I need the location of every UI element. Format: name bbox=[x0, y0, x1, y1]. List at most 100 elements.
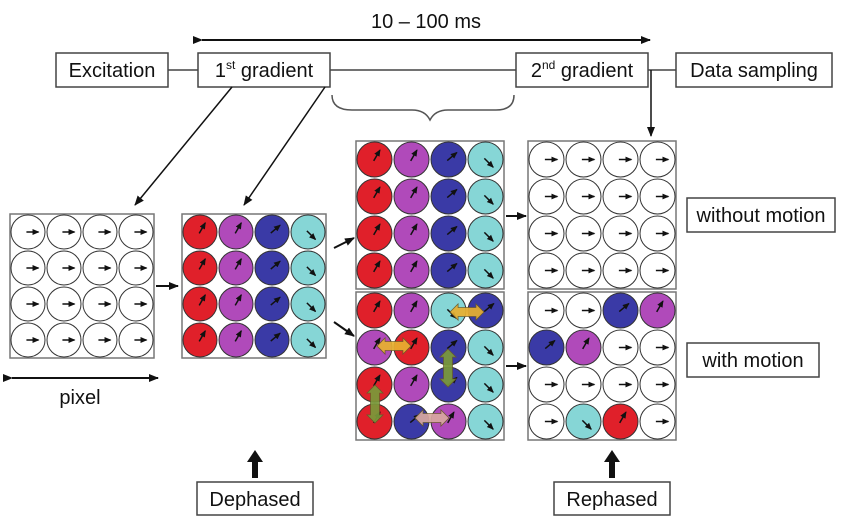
svg-text:Excitation: Excitation bbox=[69, 60, 156, 82]
svg-text:with motion: with motion bbox=[701, 350, 803, 372]
motion-double-arrow bbox=[449, 302, 485, 322]
spin-circle bbox=[182, 250, 218, 286]
svg-text:2nd gradient: 2nd gradient bbox=[531, 58, 634, 82]
spin-circle bbox=[602, 252, 639, 289]
spin-circle bbox=[290, 214, 326, 250]
spin-circle bbox=[393, 292, 430, 329]
spin-circle bbox=[602, 292, 639, 329]
spin-circle bbox=[430, 403, 467, 440]
spin-circle bbox=[46, 286, 82, 322]
spin-circle bbox=[82, 250, 118, 286]
spin-circle bbox=[182, 214, 218, 250]
spin-circle bbox=[467, 403, 504, 440]
spin-circle bbox=[467, 141, 504, 178]
spin-circle bbox=[430, 178, 467, 215]
spin-circle bbox=[430, 215, 467, 252]
spin-circle bbox=[118, 214, 154, 250]
spin-circle bbox=[528, 178, 565, 215]
spin-circle bbox=[10, 250, 46, 286]
spin-circle bbox=[46, 214, 82, 250]
svg-text:Data sampling: Data sampling bbox=[690, 60, 818, 82]
spin-circle bbox=[602, 403, 639, 440]
motion-arrows bbox=[365, 302, 485, 428]
spin-circle bbox=[639, 178, 676, 215]
rephased-up-arrow bbox=[604, 450, 620, 478]
arrow-dephased-to-bottom bbox=[333, 321, 355, 337]
spin-circle bbox=[182, 322, 218, 358]
spin-circle bbox=[528, 141, 565, 178]
spin-circle bbox=[393, 215, 430, 252]
spin-circle bbox=[218, 214, 254, 250]
spin-circle bbox=[393, 252, 430, 289]
curly-brace bbox=[331, 94, 515, 122]
spin-circle bbox=[639, 329, 676, 366]
second-gradient-box: 2nd gradient bbox=[515, 52, 649, 88]
spin-circle bbox=[639, 252, 676, 289]
spin-circle bbox=[528, 252, 565, 289]
spin-circle bbox=[528, 403, 565, 440]
spin-circle bbox=[46, 250, 82, 286]
timing-label: 10 – 100 ms bbox=[371, 11, 481, 33]
spin-circle bbox=[393, 141, 430, 178]
spin-circle bbox=[393, 178, 430, 215]
spin-circle bbox=[218, 286, 254, 322]
without-motion-box: without motion bbox=[686, 197, 836, 233]
grid-after-second-no-motion-input bbox=[355, 140, 505, 290]
grid-rephased-with-motion bbox=[527, 291, 677, 441]
spin-circle bbox=[467, 366, 504, 403]
spin-circle bbox=[82, 322, 118, 358]
spin-circle bbox=[356, 141, 393, 178]
spin-circle bbox=[430, 141, 467, 178]
spin-circle bbox=[602, 366, 639, 403]
spin-circle bbox=[639, 366, 676, 403]
spin-circle bbox=[218, 250, 254, 286]
spin-circle bbox=[639, 403, 676, 440]
dephased-up-arrow bbox=[247, 450, 263, 478]
spin-circle bbox=[639, 141, 676, 178]
spin-circle bbox=[565, 292, 602, 329]
dephased-box: Dephased bbox=[196, 481, 314, 516]
spin-circle bbox=[218, 322, 254, 358]
spin-circle bbox=[565, 366, 602, 403]
spin-circle bbox=[467, 178, 504, 215]
spin-circle bbox=[639, 215, 676, 252]
data-sampling-box: Data sampling bbox=[675, 52, 833, 88]
motion-double-arrow bbox=[414, 408, 450, 428]
spin-circle bbox=[565, 178, 602, 215]
svg-text:Dephased: Dephased bbox=[209, 489, 300, 511]
arrow-dephased-to-top bbox=[333, 237, 355, 249]
spin-circle bbox=[254, 250, 290, 286]
spin-circle bbox=[356, 329, 393, 366]
spin-circle bbox=[10, 322, 46, 358]
spin-circle bbox=[565, 403, 602, 440]
first-gradient-box: 1st gradient bbox=[197, 52, 331, 88]
spin-circle bbox=[528, 215, 565, 252]
svg-text:1st gradient: 1st gradient bbox=[215, 58, 314, 82]
motion-double-arrow bbox=[438, 348, 458, 388]
spin-circle bbox=[565, 215, 602, 252]
spin-circle bbox=[467, 215, 504, 252]
spin-circle bbox=[118, 322, 154, 358]
spin-circle bbox=[82, 286, 118, 322]
spin-circle bbox=[356, 178, 393, 215]
spin-circle bbox=[528, 366, 565, 403]
spin-circle bbox=[528, 329, 565, 366]
spin-circle bbox=[602, 215, 639, 252]
spin-circle bbox=[10, 286, 46, 322]
spin-circle bbox=[528, 292, 565, 329]
pixel-label: pixel bbox=[59, 387, 100, 409]
spin-circle bbox=[565, 141, 602, 178]
spin-circle bbox=[290, 322, 326, 358]
with-motion-box: with motion bbox=[686, 342, 820, 378]
spin-circle bbox=[356, 252, 393, 289]
spin-circle bbox=[565, 252, 602, 289]
spin-circle bbox=[254, 214, 290, 250]
spin-circle bbox=[46, 322, 82, 358]
svg-text:without motion: without motion bbox=[696, 205, 826, 227]
spin-circle bbox=[602, 141, 639, 178]
grid-dephased bbox=[181, 213, 327, 359]
spin-circle bbox=[254, 322, 290, 358]
grid-rephased-without-motion bbox=[527, 140, 677, 290]
spin-circle bbox=[393, 366, 430, 403]
